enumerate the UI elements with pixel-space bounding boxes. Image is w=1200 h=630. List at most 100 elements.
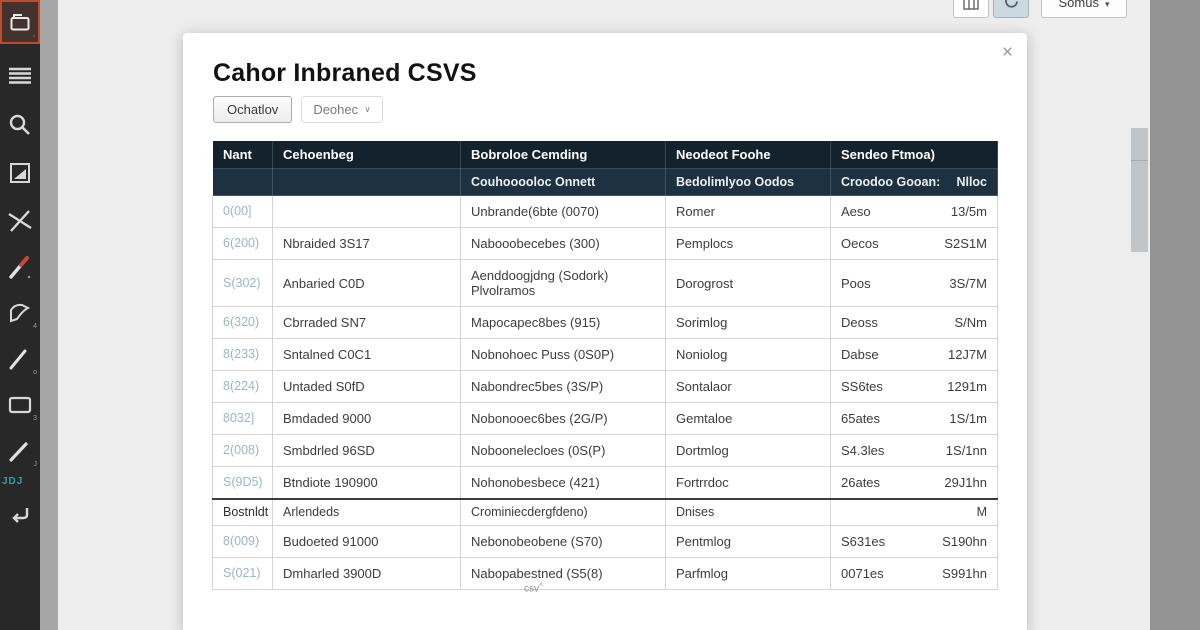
refresh-button[interactable] bbox=[993, 0, 1029, 18]
layout-button[interactable] bbox=[953, 0, 989, 18]
row-status-cell: Romer bbox=[665, 195, 831, 228]
scissors-icon bbox=[8, 210, 32, 232]
header-bobroloe: Bobroloe Cemding bbox=[460, 140, 666, 169]
tool-badge: o bbox=[33, 369, 37, 376]
row-status-cell: Noniolog bbox=[665, 338, 831, 371]
row-id-link[interactable]: 8032] bbox=[212, 402, 273, 435]
table-row: Bostnldt Arlendeds Crominiecdergfdeno) D… bbox=[212, 498, 998, 526]
row-id-link[interactable]: Bostnldt bbox=[212, 498, 273, 526]
row-id-link[interactable]: 8(009) bbox=[212, 525, 273, 558]
row-detail-cell: Nebonobeobene (S70) bbox=[460, 525, 666, 558]
row-number-value: 3S/7M bbox=[949, 275, 987, 291]
row-last-cell: S4.3les 1S/1nn bbox=[830, 434, 998, 467]
row-number-value: M bbox=[976, 505, 987, 519]
row-name-cell: Bmdaded 9000 bbox=[272, 402, 461, 435]
row-meta-value: Aeso bbox=[841, 204, 871, 219]
row-status-cell: Sontalaor bbox=[665, 370, 831, 403]
table-row: S(021) Dmharled 3900D Nabopabestned (S5(… bbox=[212, 557, 998, 590]
modal-actions: Ochatlov Deohec ∨ bbox=[213, 96, 383, 123]
brush-tool[interactable] bbox=[0, 248, 40, 286]
vertical-scrollbar-thumb[interactable] bbox=[1131, 128, 1148, 252]
row-status-cell: Dnises bbox=[665, 498, 831, 526]
columns-icon bbox=[963, 0, 979, 10]
table-row: 8032] Bmdaded 9000 Nobonooec6bes (2G/P) … bbox=[212, 402, 998, 435]
row-id-link[interactable]: 8(233) bbox=[212, 338, 273, 371]
row-status-cell: Gemtaloe bbox=[665, 402, 831, 435]
shape-tool[interactable]: 3 bbox=[0, 386, 40, 424]
table-row: 8(009) Budoeted 91000 Nebonobeobene (S70… bbox=[212, 525, 998, 558]
row-detail-cell: Nabopabestned (S5(8) bbox=[460, 557, 666, 590]
tool-badge: 4 bbox=[33, 323, 37, 330]
row-id-link[interactable]: S(302) bbox=[212, 259, 273, 307]
row-name-cell: Sntalned C0C1 bbox=[272, 338, 461, 371]
row-meta-value: 65ates bbox=[841, 411, 881, 426]
pen-tool[interactable]: o bbox=[0, 340, 40, 378]
pencil-icon bbox=[9, 442, 28, 462]
table-subheader-row: Couhooooloc Onnett Bedolimlyoo Oodos Cro… bbox=[212, 168, 998, 196]
row-name-cell: Dmharled 3900D bbox=[272, 557, 461, 590]
undo-tool[interactable] bbox=[0, 496, 40, 534]
somus-dropdown[interactable]: Somus ▾ bbox=[1041, 0, 1127, 18]
frame-icon bbox=[10, 13, 30, 30]
row-id-link[interactable]: S(021) bbox=[212, 557, 273, 590]
secondary-action-dropdown[interactable]: Deohec ∨ bbox=[301, 96, 383, 123]
subheader-last: Croodoo Gooan: Nlloc bbox=[830, 168, 998, 196]
row-detail-cell: Noboonelecloes (0S(P) bbox=[460, 434, 666, 467]
table-row: 8(233) Sntalned C0C1 Nobnohoec Puss (0S0… bbox=[212, 338, 998, 371]
refresh-icon bbox=[1004, 0, 1018, 8]
row-number-value: S/Nm bbox=[954, 315, 988, 330]
row-meta-value: Poos bbox=[841, 275, 871, 291]
header-nant: Nant bbox=[212, 140, 273, 169]
type-tool[interactable]: JDJ bbox=[0, 470, 40, 492]
row-id-link[interactable]: 0(00] bbox=[212, 195, 273, 228]
top-toolbar: Somus ▾ bbox=[953, 0, 1127, 18]
frame-tool[interactable]: ◦ bbox=[0, 0, 40, 44]
row-id-link[interactable]: 8(224) bbox=[212, 370, 273, 403]
table-body: 0(00] Unbrande(6bte (0070) Romer Aeso 13… bbox=[212, 195, 998, 590]
subheader-last-right: Nlloc bbox=[956, 175, 987, 189]
text-lines-tool[interactable] bbox=[0, 56, 40, 94]
row-id-link[interactable]: S(9D5) bbox=[212, 466, 273, 500]
table-row: 6(200) Nbraided 3S17 Nabooobecebes (300)… bbox=[212, 227, 998, 260]
row-id-link[interactable]: 6(200) bbox=[212, 227, 273, 260]
close-icon[interactable]: × bbox=[1001, 42, 1013, 63]
row-status-cell: Dorogrost bbox=[665, 259, 831, 307]
somus-label: Somus bbox=[1058, 0, 1099, 10]
subheader-empty-2 bbox=[272, 168, 461, 196]
row-last-cell: 65ates 1S/1m bbox=[830, 402, 998, 435]
row-meta-value: Oecos bbox=[841, 236, 879, 251]
row-id-link[interactable]: 2(008) bbox=[212, 434, 273, 467]
canvas-edge-strip bbox=[40, 0, 58, 630]
subheader-empty-1 bbox=[212, 168, 273, 196]
row-number-value: 1291m bbox=[947, 379, 987, 394]
row-status-cell: Pentmlog bbox=[665, 525, 831, 558]
primary-action-button[interactable]: Ochatlov bbox=[213, 96, 293, 123]
row-last-cell: Poos 3S/7M bbox=[830, 259, 998, 307]
row-name-cell: Btndiote 190900 bbox=[272, 466, 461, 500]
row-detail-cell: Nobnohoec Puss (0S0P) bbox=[460, 338, 666, 371]
lasso-tool[interactable]: 4 bbox=[0, 294, 40, 332]
row-id-link[interactable]: 6(320) bbox=[212, 306, 273, 339]
row-name-cell: Untaded S0fD bbox=[272, 370, 461, 403]
row-meta-value: SS6tes bbox=[841, 379, 883, 394]
data-table-wrapper: Nant Cehoenbeg Bobroloe Cemding Neodeot … bbox=[212, 140, 998, 590]
lasso-icon bbox=[10, 303, 31, 323]
row-last-cell: Deoss S/Nm bbox=[830, 306, 998, 339]
table-row: 8(224) Untaded S0fD Nabondrec5bes (3S/P)… bbox=[212, 370, 998, 403]
tool-badge: ◦ bbox=[32, 33, 35, 40]
window-right-margin bbox=[1150, 0, 1200, 630]
row-name-cell: Cbrraded SN7 bbox=[272, 306, 461, 339]
zoom-tool[interactable] bbox=[0, 106, 40, 144]
row-number-value: S2S1M bbox=[944, 236, 987, 251]
pencil-tool[interactable]: J bbox=[0, 432, 40, 470]
gradient-tool[interactable] bbox=[0, 154, 40, 192]
cut-tool[interactable] bbox=[0, 202, 40, 240]
chevron-down-icon: ∨ bbox=[364, 104, 371, 114]
header-cehoenbeg: Cehoenbeg bbox=[272, 140, 461, 169]
csv-export-link[interactable]: csv˄ bbox=[524, 582, 544, 595]
table-row: 6(320) Cbrraded SN7 Mapocapec8bes (915) … bbox=[212, 306, 998, 339]
data-table: Nant Cehoenbeg Bobroloe Cemding Neodeot … bbox=[212, 140, 998, 590]
undo-arrow-icon bbox=[12, 508, 29, 523]
row-last-cell: Oecos S2S1M bbox=[830, 227, 998, 260]
row-meta-value: Dabse bbox=[841, 347, 879, 362]
